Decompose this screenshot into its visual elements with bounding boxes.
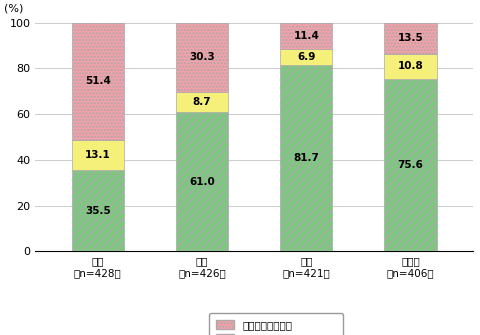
Text: 6.9: 6.9: [297, 52, 315, 62]
Text: 13.5: 13.5: [397, 34, 423, 44]
Text: 35.5: 35.5: [85, 206, 111, 216]
Text: 81.7: 81.7: [293, 153, 319, 163]
Text: 11.4: 11.4: [293, 31, 319, 41]
Text: 51.4: 51.4: [85, 76, 111, 86]
Bar: [280, 65, 332, 251]
Text: 13.1: 13.1: [85, 150, 111, 160]
Bar: [384, 78, 437, 251]
Legend: 課題がわからない, 課題はないが導入する必要もない, 課題がある: 課題がわからない, 課題はないが導入する必要もない, 課題がある: [209, 313, 343, 335]
Text: 61.0: 61.0: [189, 177, 215, 187]
Bar: [72, 23, 124, 140]
Bar: [384, 54, 437, 78]
Text: 8.7: 8.7: [192, 97, 211, 107]
Text: 30.3: 30.3: [189, 52, 215, 62]
Bar: [280, 23, 332, 49]
Bar: [280, 49, 332, 65]
Y-axis label: (%): (%): [4, 4, 23, 14]
Bar: [176, 92, 228, 112]
Bar: [72, 140, 124, 170]
Bar: [72, 170, 124, 251]
Text: 75.6: 75.6: [397, 160, 423, 170]
Bar: [176, 112, 228, 251]
Bar: [384, 23, 437, 54]
Text: 10.8: 10.8: [397, 61, 423, 71]
Bar: [176, 23, 228, 92]
